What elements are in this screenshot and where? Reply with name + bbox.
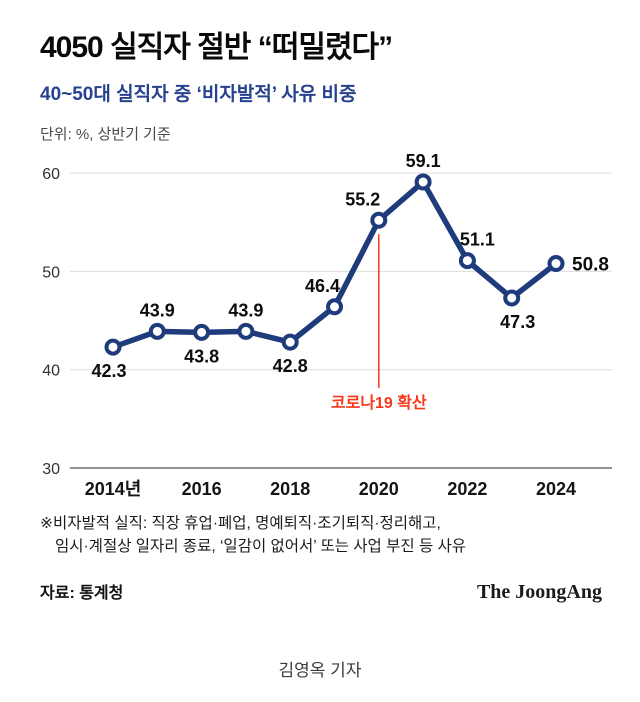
data-point	[193, 323, 211, 341]
data-point	[414, 173, 432, 191]
x-axis-tick: 2016	[182, 479, 222, 499]
data-point	[326, 298, 343, 316]
data-point	[237, 322, 255, 340]
covid-annotation-label: 코로나19 확산	[331, 393, 427, 412]
y-axis-tick: 60	[42, 166, 60, 183]
data-point	[503, 289, 521, 307]
data-point	[148, 322, 166, 340]
x-axis-tick: 2020	[359, 479, 399, 499]
data-label: 51.1	[460, 230, 495, 250]
data-point	[281, 333, 299, 351]
brand-logo: The JoongAng	[476, 580, 602, 603]
footnote-line-2: 임시·계절상 일자리 종료, ‘일감이 없어서’ 또는 사업 부진 등 사유	[55, 538, 467, 556]
data-point	[104, 338, 122, 356]
data-point	[370, 211, 388, 229]
data-point	[547, 255, 565, 273]
chart-subtitle: 40~50대 실직자 중 ‘비자발적’ 사유 비중	[40, 84, 357, 105]
data-label: 59.1	[406, 151, 441, 171]
footnote-line-1: ※비자발적 실직: 직장 휴업·폐업, 명예퇴직·조기퇴직·정리해고,	[40, 515, 441, 532]
data-label: 46.4	[305, 276, 340, 296]
footnote: ※비자발적 실직: 직장 휴업·폐업, 명예퇴직·조기퇴직·정리해고, 임시·계…	[40, 512, 604, 559]
data-label: 42.8	[273, 356, 308, 376]
data-line	[110, 179, 559, 350]
reporter-byline: 김영옥 기자	[278, 660, 362, 680]
data-label: 50.8	[572, 255, 609, 276]
x-axis-tick: 2014년	[85, 479, 142, 499]
x-axis-tick: 2018	[270, 479, 310, 499]
y-axis-tick: 50	[42, 264, 60, 281]
unit-note: 단위: %, 상반기 기준	[40, 126, 171, 143]
data-point	[458, 252, 476, 270]
x-axis-tick: 2024	[536, 479, 576, 499]
y-axis-tick: 30	[42, 461, 60, 478]
line-chart-svg: 30 40 50 60 2014년 2016 2018 2020 2022 2024 코로나19 확…	[42, 151, 612, 499]
data-label: 43.8	[184, 346, 219, 366]
chart-title: 4050 실직자 절반 “떠밀렸다”	[40, 31, 393, 64]
x-axis-tick: 2022	[447, 479, 487, 499]
source-row: 자료: 통계청 The JoongAng	[40, 579, 602, 604]
data-label: 47.3	[500, 312, 535, 332]
data-source-label: 자료: 통계청	[40, 584, 124, 602]
infographic-card: 4050 실직자 절반 “떠밀렸다” 40~50대 실직자 중 ‘비자발적’ 사…	[40, 31, 612, 604]
data-label: 55.2	[345, 189, 380, 209]
data-label: 43.9	[228, 300, 263, 320]
data-label: 42.3	[91, 361, 126, 381]
data-label: 43.9	[140, 300, 175, 320]
y-axis-tick: 40	[42, 363, 60, 380]
